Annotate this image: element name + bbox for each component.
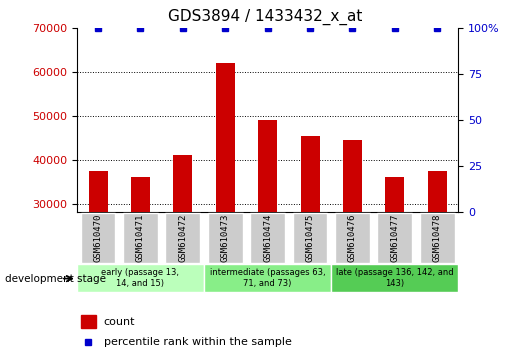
Text: GSM610476: GSM610476: [348, 214, 357, 262]
Text: GSM610472: GSM610472: [179, 214, 187, 262]
FancyBboxPatch shape: [420, 213, 455, 263]
FancyBboxPatch shape: [331, 264, 458, 292]
Text: GDS3894 / 1433432_x_at: GDS3894 / 1433432_x_at: [168, 9, 362, 25]
Bar: [81, 315, 96, 328]
Bar: [131, 177, 150, 212]
Bar: [89, 171, 108, 212]
Text: GSM610477: GSM610477: [391, 214, 399, 262]
FancyBboxPatch shape: [293, 213, 328, 263]
FancyBboxPatch shape: [250, 213, 285, 263]
FancyBboxPatch shape: [204, 264, 331, 292]
Text: GSM610474: GSM610474: [263, 214, 272, 262]
Text: GSM610473: GSM610473: [221, 214, 229, 262]
FancyBboxPatch shape: [377, 213, 412, 263]
Text: GSM610471: GSM610471: [136, 214, 145, 262]
Text: GSM610470: GSM610470: [94, 214, 102, 262]
Bar: [216, 63, 235, 212]
Text: count: count: [103, 316, 135, 327]
FancyBboxPatch shape: [335, 213, 370, 263]
FancyBboxPatch shape: [165, 213, 200, 263]
Bar: [343, 140, 362, 212]
Text: GSM610475: GSM610475: [306, 214, 314, 262]
Bar: [301, 136, 320, 212]
Text: development stage: development stage: [5, 274, 107, 284]
FancyBboxPatch shape: [208, 213, 243, 263]
FancyBboxPatch shape: [81, 213, 116, 263]
Bar: [258, 120, 277, 212]
Text: early (passage 13,
14, and 15): early (passage 13, 14, and 15): [101, 268, 180, 287]
Bar: [428, 171, 447, 212]
Text: late (passage 136, 142, and
143): late (passage 136, 142, and 143): [336, 268, 454, 287]
Bar: [385, 177, 404, 212]
Text: percentile rank within the sample: percentile rank within the sample: [103, 337, 292, 347]
FancyBboxPatch shape: [123, 213, 158, 263]
Text: GSM610478: GSM610478: [433, 214, 441, 262]
Text: intermediate (passages 63,
71, and 73): intermediate (passages 63, 71, and 73): [210, 268, 325, 287]
Bar: [173, 155, 192, 212]
FancyBboxPatch shape: [77, 264, 204, 292]
